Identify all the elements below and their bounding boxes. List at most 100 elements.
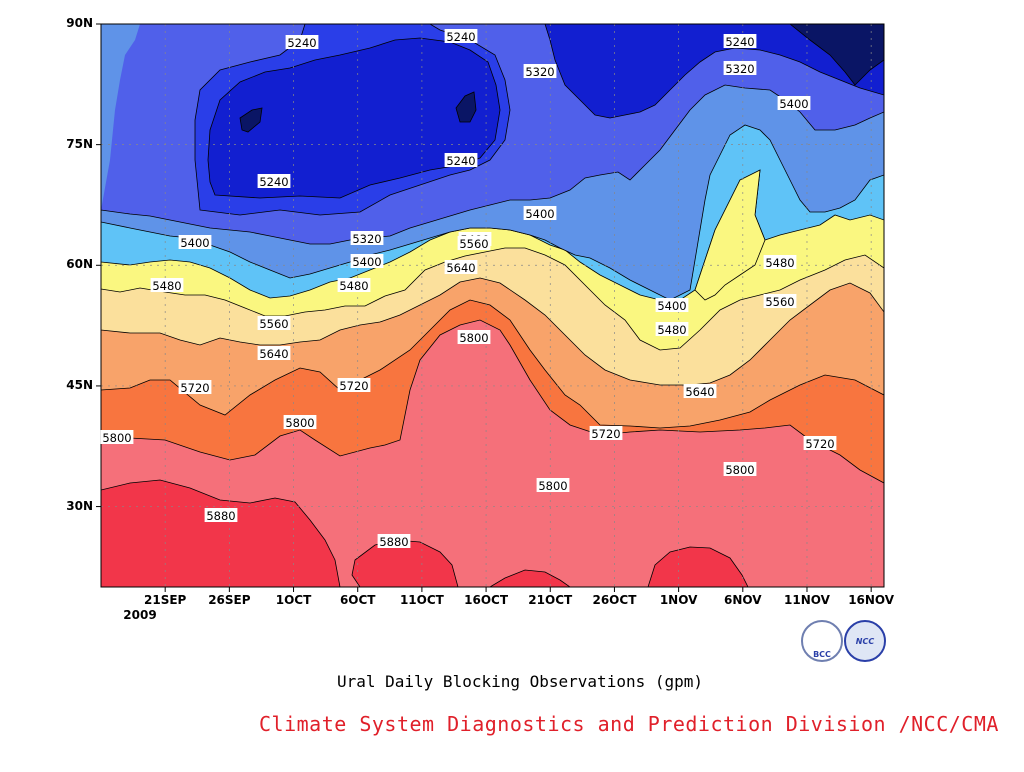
contour-label: 5800 <box>285 416 314 430</box>
contour-label: 5480 <box>765 256 794 270</box>
contour-label-bg <box>655 298 689 312</box>
contour-label: 5480 <box>657 323 686 337</box>
x-tick-year: 2009 <box>123 608 157 622</box>
ncc-logo: NCC <box>844 620 886 662</box>
contour-label-bg <box>723 34 757 48</box>
contour-label: 5800 <box>102 431 131 445</box>
contour-label-bg <box>350 254 384 268</box>
contour-label-bg <box>803 436 837 450</box>
contour-label: 5400 <box>180 236 209 250</box>
contour-label-bg <box>257 316 291 330</box>
contour-label-bg <box>100 430 134 444</box>
contour-label-bg <box>283 415 317 429</box>
x-tick-label: 11OCT <box>399 593 444 607</box>
band-lt5160-a <box>239 107 263 133</box>
contour-label-bg <box>178 235 212 249</box>
band-5880-sw <box>101 479 341 587</box>
light-blue-left-edge <box>101 24 140 210</box>
contour-label-bg <box>257 174 291 188</box>
plot-border <box>100 23 885 588</box>
contour-label: 5800 <box>538 479 567 493</box>
contour-label-bg <box>763 294 797 308</box>
band-lt5240-center <box>207 37 501 199</box>
contour-label-bg <box>337 378 371 392</box>
contour-label: 5720 <box>805 437 834 451</box>
y-tick-label: 60N <box>66 257 93 272</box>
contour-label: 5720 <box>180 381 209 395</box>
grid-lines <box>101 24 884 587</box>
contour-label-bg <box>655 322 689 336</box>
contour-label: 5400 <box>352 255 381 269</box>
band-lt5160-b <box>455 91 477 123</box>
contour-label: 5800 <box>459 331 488 345</box>
contour-label-bg <box>444 260 478 274</box>
contour-label: 5560 <box>765 295 794 309</box>
contour-label-bg <box>723 61 757 75</box>
x-tick-label: 6OCT <box>339 593 376 607</box>
contour-label-bg <box>523 64 557 78</box>
contour-label-bg <box>777 96 811 110</box>
contour-label-bg <box>178 380 212 394</box>
contour-label: 5240 <box>287 36 316 50</box>
contour-label: 5800 <box>725 463 754 477</box>
y-tick-label: 75N <box>66 136 93 151</box>
contour-label-bg <box>377 534 411 548</box>
contour-label: 5720 <box>339 379 368 393</box>
contour-label-bg <box>444 153 478 167</box>
contour-label-bg <box>523 206 557 220</box>
band-5880-b <box>489 569 571 587</box>
contour-label-bg <box>150 278 184 292</box>
contour-label: 5560 <box>459 237 488 251</box>
y-tick-label: 30N <box>66 498 93 513</box>
contour-label: 5720 <box>591 427 620 441</box>
band-5240-right <box>544 24 884 119</box>
contour-label-bg <box>457 330 491 344</box>
x-tick-label: 11NOV <box>784 593 830 607</box>
contour-label: 5400 <box>525 207 554 221</box>
contour-label-bg <box>536 478 570 492</box>
contour-label: 5640 <box>685 385 714 399</box>
contour-label: 5480 <box>339 279 368 293</box>
contour-label-bg <box>683 384 717 398</box>
contour-label-bg <box>337 278 371 292</box>
contour-label-bg <box>723 462 757 476</box>
yellow-tongue <box>694 169 766 301</box>
contour-label: 5560 <box>259 317 288 331</box>
x-tick-label: 16NOV <box>848 593 895 607</box>
contour-label-bg <box>444 29 478 43</box>
band-lt5160-tr <box>789 24 884 86</box>
x-tick-label: 26SEP <box>208 593 251 607</box>
x-tick-label: 26OCT <box>592 593 637 607</box>
contour-label-bg <box>350 231 384 245</box>
contour-label: 5400 <box>657 299 686 313</box>
contour-label: 5240 <box>725 35 754 49</box>
contour-label-bg <box>285 35 319 49</box>
x-tick-label: 1OCT <box>275 593 312 607</box>
contour-label-bg <box>457 236 491 250</box>
contour-label: 5640 <box>259 347 288 361</box>
band-5880-c <box>647 546 749 587</box>
contour-label: 5480 <box>152 279 181 293</box>
y-tick-label: 45N <box>66 377 93 392</box>
contour-label: 5400 <box>779 97 808 111</box>
contour-label-bg <box>204 508 238 522</box>
x-tick-label: 16OCT <box>464 593 509 607</box>
contour-label-bg <box>763 255 797 269</box>
contour-label: 5240 <box>259 175 288 189</box>
contour-label-bg <box>257 346 291 360</box>
x-tick-label: 1NOV <box>659 593 698 607</box>
division-credit: Climate System Diagnostics and Predictio… <box>259 712 999 736</box>
x-tick-label: 21SEP <box>144 593 187 607</box>
contour-label: 5240 <box>446 30 475 44</box>
contour-label: 5880 <box>379 535 408 549</box>
contour-label-bg <box>589 426 623 440</box>
contour-label: 5320 <box>725 62 754 76</box>
contour-label: 5320 <box>352 232 381 246</box>
x-tick-label: 6NOV <box>724 593 762 607</box>
contour-label: 5320 <box>525 65 554 79</box>
y-tick-label: 90N <box>66 16 93 30</box>
x-tick-label: 21OCT <box>528 593 573 607</box>
contour-label: 5240 <box>446 154 475 168</box>
